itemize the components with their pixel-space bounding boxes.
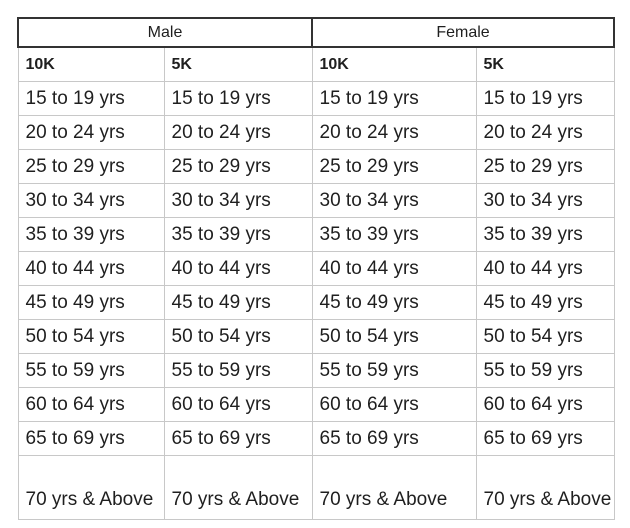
table-cell: 40 to 44 yrs — [17, 251, 165, 286]
table-cell: 40 to 44 yrs — [475, 251, 615, 286]
table-cell: 30 to 34 yrs — [163, 183, 313, 218]
table-cell: 35 to 39 yrs — [311, 217, 477, 252]
age-groups-table: Male Female 10K 5K 10K 5K 15 to 19 yrs 15… — [17, 17, 616, 520]
table-cell: 55 to 59 yrs — [475, 353, 615, 388]
table-cell: 60 to 64 yrs — [475, 387, 615, 422]
table-cell: 60 to 64 yrs — [311, 387, 477, 422]
table-row: 40 to 44 yrs 40 to 44 yrs 40 to 44 yrs 40 t… — [17, 251, 615, 286]
table-cell: 45 to 49 yrs — [475, 285, 615, 320]
table-row: 30 to 34 yrs 30 to 34 yrs 30 to 34 yrs 30 t… — [17, 183, 615, 218]
table-cell: 70 yrs & Above — [17, 455, 165, 520]
table-cell: 15 to 19 yrs — [163, 81, 313, 116]
column-header-male-10k: 10K — [17, 46, 165, 82]
table-cell: 60 to 64 yrs — [17, 387, 165, 422]
table-cell: 60 to 64 yrs — [163, 387, 313, 422]
table-cell: 50 to 54 yrs — [311, 319, 477, 354]
table-cell: 65 to 69 yrs — [311, 421, 477, 456]
table-cell: 35 to 39 yrs — [475, 217, 615, 252]
table-cell: 40 to 44 yrs — [163, 251, 313, 286]
table-cell: 70 yrs & Above — [311, 455, 477, 520]
table-cell: 35 to 39 yrs — [17, 217, 165, 252]
table-cell: 55 to 59 yrs — [311, 353, 477, 388]
table-cell: 30 to 34 yrs — [475, 183, 615, 218]
table-cell: 45 to 49 yrs — [17, 285, 165, 320]
table-cell: 20 to 24 yrs — [17, 115, 165, 150]
table-cell: 50 to 54 yrs — [17, 319, 165, 354]
table-cell: 65 to 69 yrs — [163, 421, 313, 456]
table-cell: 15 to 19 yrs — [311, 81, 477, 116]
table-row: 45 to 49 yrs 45 to 49 yrs 45 to 49 yrs 45 t… — [17, 285, 615, 320]
table-cell: 45 to 49 yrs — [311, 285, 477, 320]
table-cell: 20 to 24 yrs — [475, 115, 615, 150]
table-cell: 45 to 49 yrs — [163, 285, 313, 320]
group-header-male: Male — [17, 17, 313, 48]
table-cell: 20 to 24 yrs — [311, 115, 477, 150]
table-cell: 50 to 54 yrs — [163, 319, 313, 354]
table-cell: 20 to 24 yrs — [163, 115, 313, 150]
table-cell: 55 to 59 yrs — [17, 353, 165, 388]
table-cell: 70 yrs & Above — [475, 455, 615, 520]
table-cell: 70 yrs & Above — [163, 455, 313, 520]
table-cell: 25 to 29 yrs — [311, 149, 477, 184]
table-row: 50 to 54 yrs 50 to 54 yrs 50 to 54 yrs 50 t… — [17, 319, 615, 354]
table-row: 15 to 19 yrs 15 to 19 yrs 15 to 19 yrs 15 t… — [17, 81, 615, 116]
table-cell: 25 to 29 yrs — [475, 149, 615, 184]
column-header-male-5k: 5K — [163, 46, 313, 82]
table-cell: 30 to 34 yrs — [311, 183, 477, 218]
table-row: 25 to 29 yrs 25 to 29 yrs 25 to 29 yrs 25 t… — [17, 149, 615, 184]
column-header-female-5k: 5K — [475, 46, 615, 82]
table-cell: 40 to 44 yrs — [311, 251, 477, 286]
table-cell: 15 to 19 yrs — [475, 81, 615, 116]
group-header-row: Male Female — [17, 17, 616, 48]
table-row: 55 to 59 yrs 55 to 59 yrs 55 to 59 yrs 55 t… — [17, 353, 615, 388]
table-cell: 65 to 69 yrs — [475, 421, 615, 456]
table-cell: 25 to 29 yrs — [163, 149, 313, 184]
table-cell: 65 to 69 yrs — [17, 421, 165, 456]
table-cell: 15 to 19 yrs — [17, 81, 165, 116]
table-row: 35 to 39 yrs 35 to 39 yrs 35 to 39 yrs 35 t… — [17, 217, 615, 252]
table-cell: 50 to 54 yrs — [475, 319, 615, 354]
table-row: 20 to 24 yrs 20 to 24 yrs 20 to 24 yrs 20 t… — [17, 115, 615, 150]
table-cell: 30 to 34 yrs — [17, 183, 165, 218]
table-row: 65 to 69 yrs 65 to 69 yrs 65 to 69 yrs 65 t… — [17, 421, 615, 456]
table-cell: 25 to 29 yrs — [17, 149, 165, 184]
table-cell: 35 to 39 yrs — [163, 217, 313, 252]
column-header-row: 10K 5K 10K 5K — [17, 46, 615, 82]
table-cell: 55 to 59 yrs — [163, 353, 313, 388]
column-header-female-10k: 10K — [311, 46, 477, 82]
table-row: 70 yrs & Above 70 yrs & Above 70 yrs & Abo… — [17, 455, 615, 520]
table-row: 60 to 64 yrs 60 to 64 yrs 60 to 64 yrs 60 t… — [17, 387, 615, 422]
group-header-female: Female — [310, 17, 616, 48]
